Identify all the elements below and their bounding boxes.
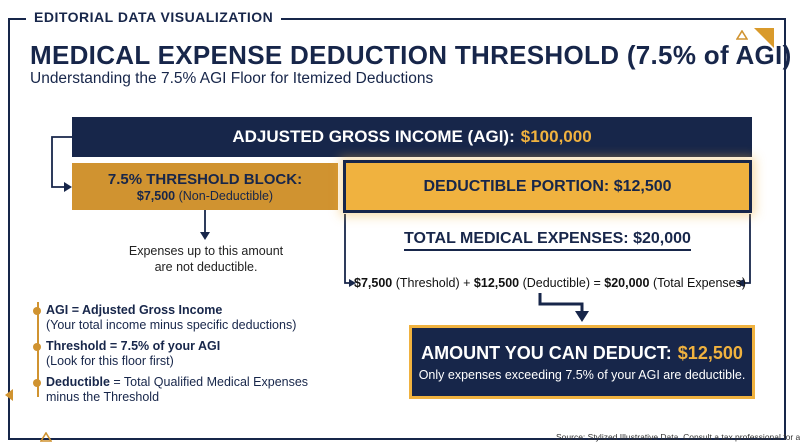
legend-term: AGI = Adjusted Gross Income xyxy=(46,303,223,317)
legend-term: Threshold = 7.5% of your AGI xyxy=(46,339,221,353)
legend-rest: = Total Qualified Medical Expenses xyxy=(109,375,309,389)
outer-frame xyxy=(8,18,786,440)
eq-plus: + xyxy=(463,276,471,290)
threshold-subline: $7,500 (Non-Deductible) xyxy=(137,189,273,203)
legend-term: Deductible xyxy=(46,375,110,389)
agi-value: $100,000 xyxy=(520,127,592,146)
source-note: Source: Stylized Illustrative Data. Cons… xyxy=(556,432,800,442)
agi-bar: ADJUSTED GROSS INCOME (AGI): $100,000 xyxy=(72,117,752,157)
triangle-outline-icon xyxy=(736,30,748,40)
legend-detail: (Your total income minus specific deduct… xyxy=(46,318,297,332)
threshold-note: Expenses up to this amount are not deduc… xyxy=(126,243,286,275)
corner-triangle-icon xyxy=(754,28,774,48)
legend-item-deductible: Deductible = Total Qualified Medical Exp… xyxy=(46,375,308,405)
threshold-title: 7.5% THRESHOLD BLOCK: xyxy=(107,170,303,188)
legend-bullet-icon xyxy=(33,307,41,315)
legend-detail: (Look for this floor first) xyxy=(46,354,174,368)
eq-threshold-label: (Threshold) xyxy=(395,276,460,290)
threshold-note-line1: Expenses up to this amount xyxy=(128,244,284,258)
legend-bullet-icon xyxy=(33,343,41,351)
legend-bullet-icon xyxy=(33,379,41,387)
threshold-note-line2: are not deductible. xyxy=(154,260,258,274)
result-title-row: AMOUNT YOU CAN DEDUCT: $12,500 xyxy=(421,343,743,364)
result-value: $12,500 xyxy=(677,342,743,363)
legend-item-agi: AGI = Adjusted Gross Income (Your total … xyxy=(46,303,296,333)
eq-deductible-amount: $12,500 xyxy=(473,276,520,290)
total-expenses: TOTAL MEDICAL EXPENSES: $20,000 xyxy=(404,230,691,251)
agi-label: ADJUSTED GROSS INCOME (AGI): xyxy=(232,127,515,146)
eq-threshold-amount: $7,500 xyxy=(354,276,393,290)
legend-item-threshold: Threshold = 7.5% of your AGI (Look for t… xyxy=(46,339,220,369)
bottom-triangle-icon xyxy=(40,432,52,442)
page-title: MEDICAL EXPENSE DEDUCTION THRESHOLD (7.5… xyxy=(30,40,792,70)
page-subtitle: Understanding the 7.5% AGI Floor for Ite… xyxy=(30,70,434,87)
result-box: AMOUNT YOU CAN DEDUCT: $12,500 Only expen… xyxy=(410,326,754,398)
eq-deductible-label: (Deductible) xyxy=(522,276,590,290)
threshold-block: 7.5% THRESHOLD BLOCK: $7,500 (Non-Deduct… xyxy=(72,163,338,210)
result-title: AMOUNT YOU CAN DEDUCT: xyxy=(421,342,672,363)
threshold-suffix: (Non-Deductible) xyxy=(178,188,274,203)
equation: $7,500 (Threshold) + $12,500 (Deductible… xyxy=(354,276,746,290)
deductible-block: DEDUCTIBLE PORTION: $12,500 xyxy=(343,160,752,213)
left-triangle-icon xyxy=(5,389,13,401)
result-subtext: Only expenses exceeding 7.5% of your AGI… xyxy=(418,367,746,382)
legend-detail: minus the Threshold xyxy=(46,390,160,404)
eq-total-amount: $20,000 xyxy=(604,276,650,290)
threshold-amount: $7,500 xyxy=(136,188,176,203)
eq-total-label: (Total Expenses) xyxy=(652,276,747,290)
section-tag: EDITORIAL DATA VISUALIZATION xyxy=(26,9,282,25)
eq-equals: = xyxy=(593,276,601,290)
